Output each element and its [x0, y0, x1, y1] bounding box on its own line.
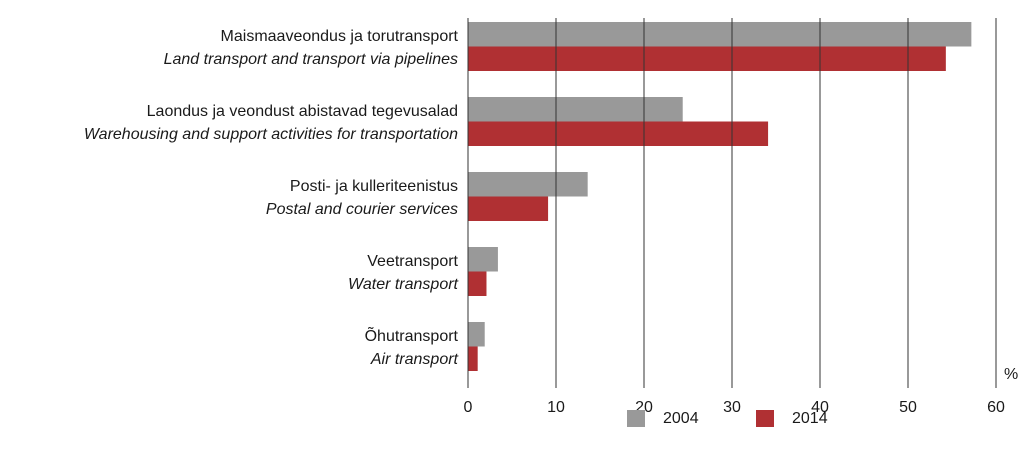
- x-tick-label: 0: [464, 399, 473, 416]
- bar: [468, 22, 972, 47]
- legend-swatch: [756, 410, 774, 427]
- unit-label: %: [1004, 366, 1018, 383]
- category-label-en: Postal and courier services: [266, 201, 458, 218]
- category-label: Veetransport: [367, 253, 458, 270]
- category-label-en: Warehousing and support activities for t…: [84, 126, 458, 143]
- x-tick-label: 60: [987, 399, 1005, 416]
- category-label-en: Water transport: [348, 276, 459, 293]
- category-label: Posti- ja kulleriteenistus: [290, 178, 458, 195]
- bar: [468, 172, 588, 197]
- category-label: Maismaaveondus ja torutransport: [221, 28, 459, 45]
- bar: [468, 46, 946, 71]
- x-tick-label: 10: [547, 399, 565, 416]
- x-tick-label: 50: [899, 399, 917, 416]
- legend-label: 2014: [792, 410, 828, 427]
- x-tick-label: 40: [811, 399, 829, 416]
- x-tick-label: 30: [723, 399, 741, 416]
- bar: [468, 346, 478, 371]
- legend-swatch: [627, 410, 645, 427]
- category-label: Õhutransport: [365, 325, 459, 345]
- bar: [468, 271, 487, 296]
- bar: [468, 322, 485, 347]
- bar: [468, 121, 769, 146]
- bar: [468, 97, 683, 122]
- category-label: Laondus ja veondust abistavad tegevusala…: [147, 103, 458, 120]
- category-label-en: Air transport: [370, 351, 459, 368]
- legend-label: 2004: [663, 410, 699, 427]
- bar: [468, 247, 498, 272]
- bar: [468, 196, 549, 221]
- category-label-en: Land transport and transport via pipelin…: [164, 51, 458, 68]
